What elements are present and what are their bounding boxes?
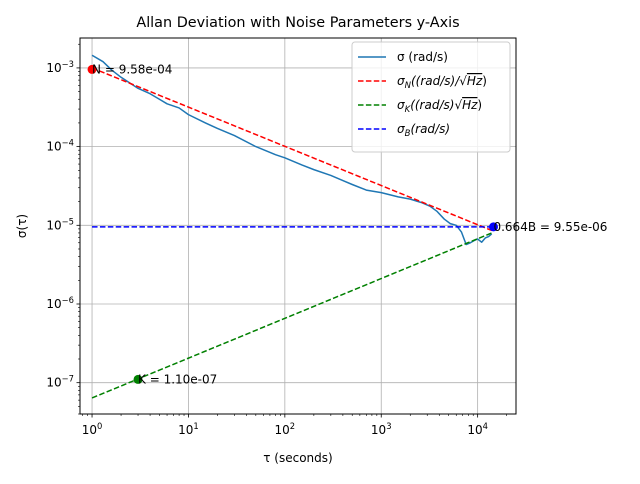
series-line-1 bbox=[91, 67, 493, 232]
series-lines bbox=[91, 54, 493, 399]
x-axis-ticks: 100 101 102 103 104 bbox=[82, 414, 507, 437]
annotation-label-1: K = 1.10e-07 bbox=[138, 372, 217, 386]
x-tick-label: 101 bbox=[178, 421, 199, 437]
legend-label-2: σK((rad/s)√Hz) bbox=[397, 98, 482, 115]
y-tick-label: 10−7 bbox=[46, 374, 74, 390]
y-tick-label: 10−6 bbox=[46, 295, 74, 311]
series-line-2 bbox=[91, 232, 493, 399]
annotation-label-0: N = 9.58e-04 bbox=[92, 62, 172, 76]
x-tick-label: 102 bbox=[275, 421, 296, 437]
x-tick-label: 104 bbox=[467, 421, 488, 437]
plot-frame bbox=[79, 37, 517, 415]
annotation-label-2: 0.664B = 9.55e-06 bbox=[493, 220, 607, 234]
x-tick-label: 100 bbox=[82, 421, 103, 437]
y-tick-label: 10−5 bbox=[46, 216, 74, 232]
x-tick-label: 103 bbox=[371, 421, 392, 437]
y-axis-label: σ(τ) bbox=[15, 214, 29, 238]
y-tick-label: 10−4 bbox=[46, 138, 74, 154]
chart-title: Allan Deviation with Noise Parameters y-… bbox=[136, 15, 459, 31]
annotation-marker-2 bbox=[488, 222, 498, 232]
series-line-0 bbox=[91, 54, 493, 246]
x-axis-label: τ (seconds) bbox=[263, 451, 332, 465]
legend-label-1: σN((rad/s)/√Hz) bbox=[397, 74, 487, 91]
y-tick-label: 10−3 bbox=[46, 59, 74, 75]
annotation-marker-0 bbox=[87, 64, 97, 74]
annotations: N = 9.58e-04 K = 1.10e-07 0.664B = 9.55e-0… bbox=[87, 62, 607, 386]
y-axis-ticks: 10−7 10−6 10−5 10−4 10−3 bbox=[46, 43, 80, 415]
legend-box bbox=[351, 41, 511, 153]
legend: σ (rad/s) σN((rad/s)/√Hz) σK((rad/s)√Hz) σB… bbox=[351, 41, 511, 153]
legend-label-0: σ (rad/s) bbox=[397, 50, 448, 64]
annotation-marker-1 bbox=[133, 374, 143, 384]
legend-label-3: σB(rad/s) bbox=[397, 122, 450, 139]
